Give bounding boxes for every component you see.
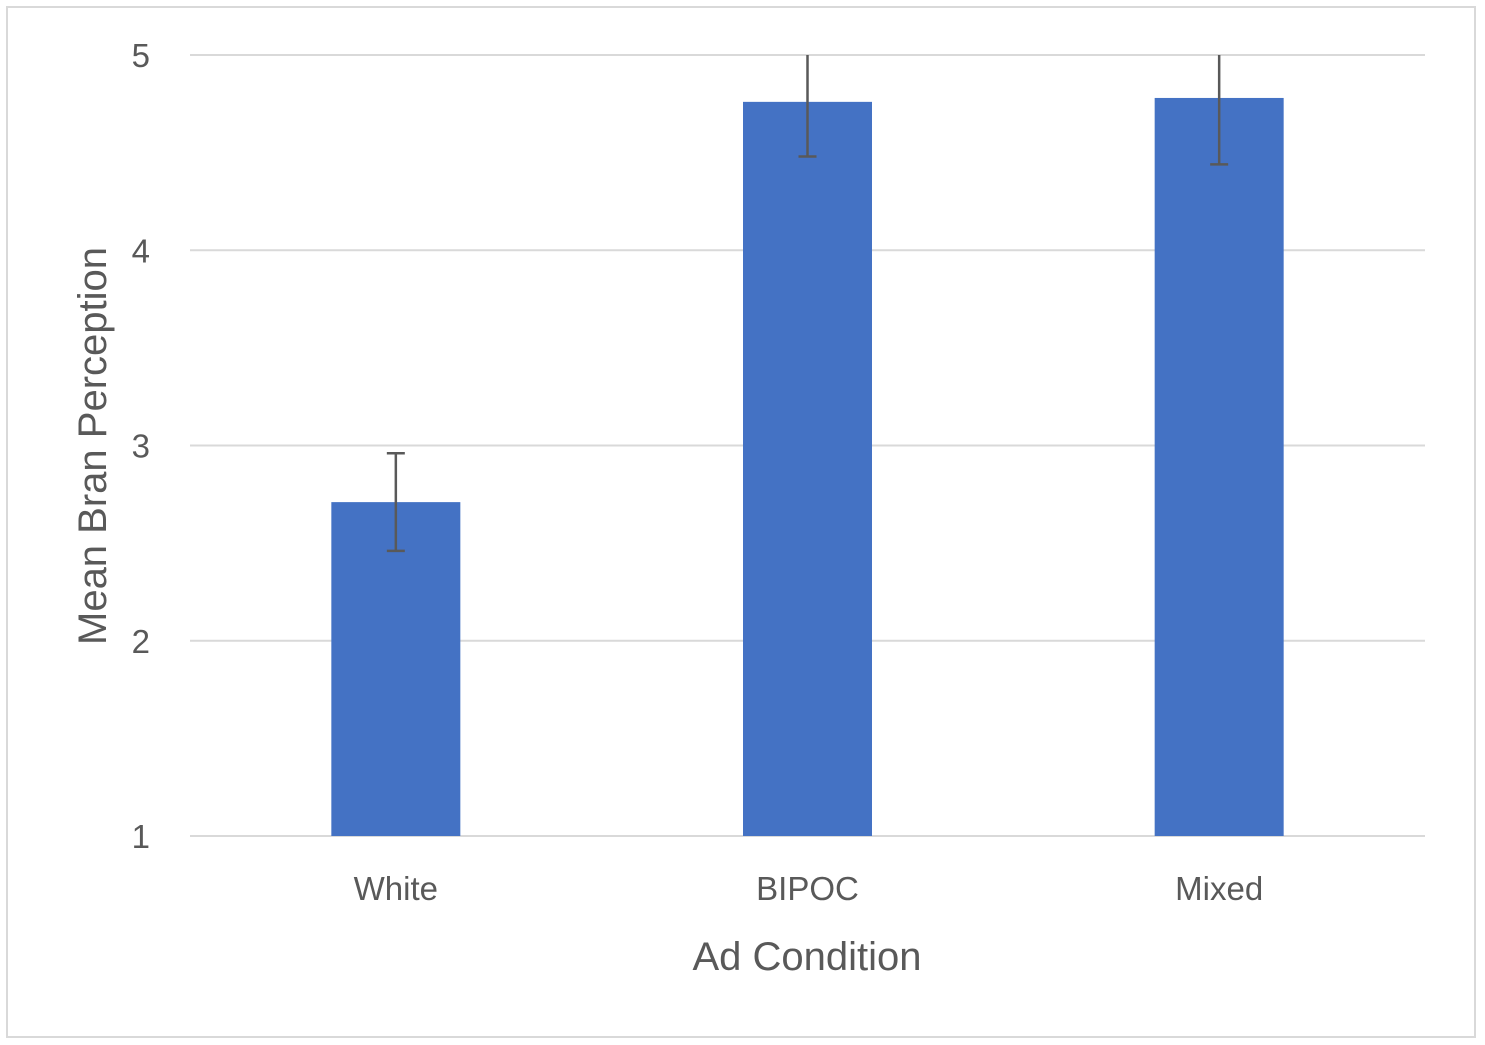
y-tick-label: 3 (132, 428, 150, 465)
bar-mixed (1154, 97, 1284, 836)
error-bar-bipoc (798, 55, 817, 158)
x-tick-label-white: White (354, 870, 438, 907)
error-bars (386, 55, 1229, 553)
x-tick-label-bipoc: BIPOC (756, 870, 859, 907)
error-bar-white (386, 452, 405, 553)
bars (331, 97, 1284, 837)
y-tick-label: 2 (132, 623, 150, 660)
x-axis-title: Ad Condition (692, 935, 921, 979)
bar-bipoc (743, 101, 872, 837)
y-tick-label: 1 (132, 818, 150, 855)
y-axis-title: Mean Bran Perception (71, 247, 115, 645)
error-bar-mixed (1210, 55, 1229, 166)
y-tick-label: 4 (132, 232, 150, 269)
y-axis-ticks: 1 2 3 4 5 (132, 37, 150, 855)
y-tick-label: 5 (132, 37, 150, 74)
bar-white (331, 502, 461, 836)
x-axis-ticks: White BIPOC Mixed (354, 870, 1264, 907)
x-tick-label-mixed: Mixed (1175, 870, 1263, 907)
